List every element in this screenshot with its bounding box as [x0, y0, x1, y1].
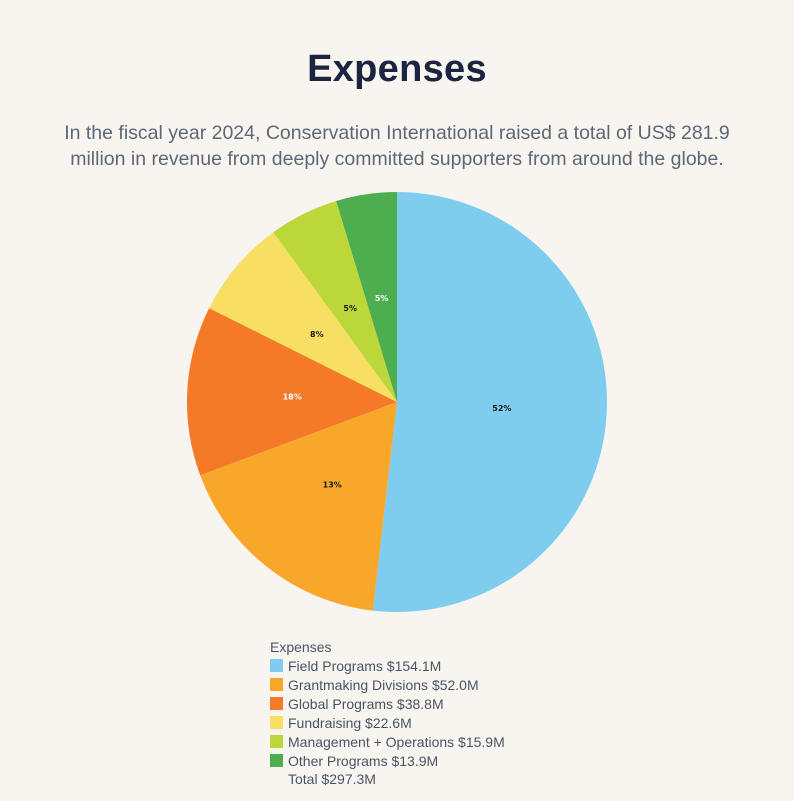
slice-label-global-programs: 18%: [283, 392, 302, 401]
slice-label-field-programs: 52%: [492, 404, 511, 413]
legend-item-other-programs[interactable]: Other Programs $13.9M: [270, 751, 505, 770]
legend: Expenses Field Programs $154.1M Grantmaki…: [270, 638, 505, 789]
pie-slice-other-programs[interactable]: [336, 192, 397, 402]
legend-item-field-programs[interactable]: Field Programs $154.1M: [270, 656, 505, 675]
legend-label: Global Programs $38.8M: [288, 695, 444, 712]
legend-title: Expenses: [270, 639, 332, 655]
legend-label: Grantmaking Divisions $52.0M: [288, 676, 479, 693]
slice-label-fundraising: 8%: [310, 330, 324, 339]
legend-item-management-operations[interactable]: Management + Operations $15.9M: [270, 732, 505, 751]
legend-label: Field Programs $154.1M: [288, 657, 442, 674]
legend-total: Total $297.3M: [288, 771, 376, 787]
pie-slice-field-programs[interactable]: [372, 192, 607, 612]
slice-label-management-operations: 5%: [343, 304, 357, 313]
legend-swatch: [270, 659, 283, 672]
pie-slice-grantmaking-divisions[interactable]: [200, 402, 397, 611]
legend-label: Other Programs $13.9M: [288, 752, 439, 769]
legend-items: Field Programs $154.1M Grantmaking Divisi…: [270, 656, 505, 770]
legend-label: Management + Operations $15.9M: [288, 733, 505, 750]
slice-label-grantmaking-divisions: 13%: [323, 481, 342, 490]
subtitle-line-1: In the fiscal year 2024, Conservation In…: [64, 122, 730, 144]
legend-swatch: [270, 754, 283, 767]
legend-swatch: [270, 697, 283, 710]
chart-subtitle: In the fiscal year 2024, Conservation In…: [20, 120, 774, 172]
pie-slice-management-operations[interactable]: [273, 201, 397, 402]
chart-title: Expenses: [307, 48, 487, 90]
slice-label-other-programs: 5%: [375, 294, 389, 303]
legend-swatch: [270, 716, 283, 729]
legend-swatch: [270, 735, 283, 748]
legend-swatch: [270, 678, 283, 691]
pie-chart: 52% 13% 18% 8% 5% 5%: [186, 192, 607, 612]
legend-item-grantmaking-divisions[interactable]: Grantmaking Divisions $52.0M: [270, 675, 505, 694]
subtitle-line-2: million in revenue from deeply committed…: [70, 148, 724, 170]
pie-slice-global-programs[interactable]: [186, 308, 397, 476]
pie-slice-fundraising[interactable]: [209, 232, 397, 402]
legend-item-fundraising[interactable]: Fundraising $22.6M: [270, 713, 505, 732]
legend-label: Fundraising $22.6M: [288, 714, 412, 731]
legend-item-global-programs[interactable]: Global Programs $38.8M: [270, 694, 505, 713]
